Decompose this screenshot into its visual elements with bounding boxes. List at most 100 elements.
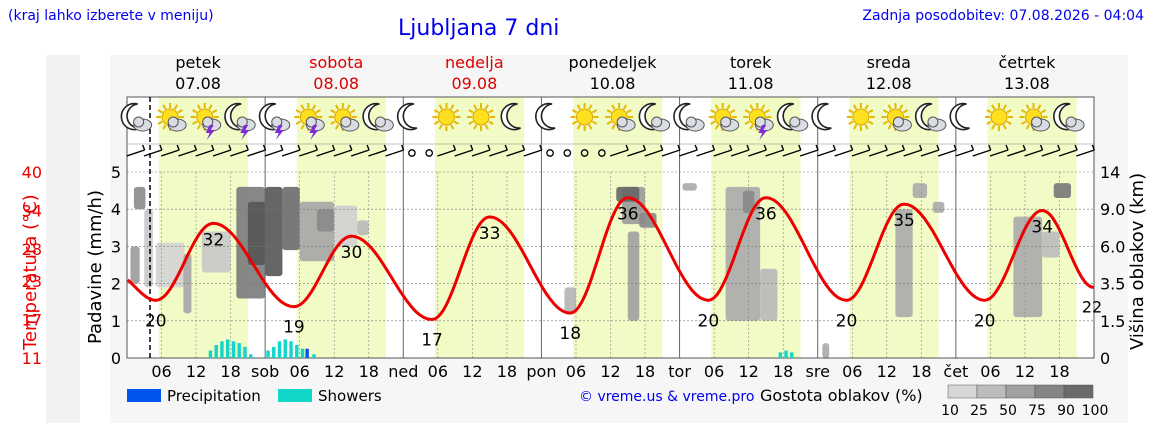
wind-barb — [385, 149, 404, 157]
cloud-cell — [932, 201, 945, 213]
day-name: ponedeljek — [569, 53, 658, 72]
sun-ray — [177, 109, 183, 114]
sun-ray — [157, 120, 163, 125]
sun-ray — [1025, 124, 1030, 130]
wind-barb — [609, 149, 629, 157]
temp-tick-label: 34 — [22, 201, 42, 220]
wind-barb — [159, 144, 163, 151]
sun-ray — [488, 109, 494, 114]
sun-ray — [295, 120, 302, 125]
wind-barb — [126, 149, 145, 157]
sun-ray — [611, 124, 616, 130]
wind-barb — [644, 149, 663, 157]
sun-ray — [1006, 109, 1012, 114]
lightning-shape — [240, 125, 250, 140]
hour-tick-label: 18 — [773, 362, 793, 381]
cloud-cell — [201, 231, 231, 273]
wind-barb — [160, 149, 180, 157]
cloud-legend-title: Gostota oblakov (%) — [760, 386, 923, 405]
sun-ray — [1020, 120, 1027, 125]
sun-ray — [192, 109, 198, 114]
shower-bar — [220, 341, 224, 358]
wind-barb — [886, 149, 905, 157]
temp-max-label: 30 — [341, 243, 363, 263]
precip-tick-label: 1 — [111, 312, 121, 331]
moon-icon — [500, 102, 521, 131]
sun-ray — [311, 104, 317, 110]
cloud-legend-level: 75 — [1028, 403, 1046, 419]
cloud-cell — [357, 220, 369, 236]
day-name: četrtek — [998, 53, 1056, 72]
hour-tick-label: 18 — [911, 362, 931, 381]
sun-ray — [606, 109, 612, 114]
sun-ray — [1006, 120, 1012, 125]
wind-barb — [798, 144, 802, 151]
wind-barb — [955, 149, 974, 157]
sun-ray — [749, 104, 754, 110]
wind-calm — [408, 149, 416, 157]
sun-ray — [1002, 104, 1007, 110]
wind-barb — [211, 144, 215, 151]
cloud-shape — [720, 116, 732, 128]
precip-tick-label: 4 — [111, 200, 121, 219]
shower-bar — [226, 339, 230, 358]
cloud-cell — [133, 186, 146, 210]
cloud-height-tick-label: 0 — [1100, 349, 1110, 368]
day-date: 10.08 — [590, 74, 636, 93]
sun-ray — [468, 120, 474, 125]
wind-barb — [1007, 149, 1026, 157]
sun-ray — [571, 120, 578, 125]
hour-tick-label: 18 — [497, 362, 517, 381]
sun-cloud-icon — [1019, 103, 1051, 132]
sun-ray — [899, 104, 904, 110]
cloud-height-tick-label: 9.0 — [1100, 200, 1125, 219]
moon-storm-icon — [224, 102, 256, 140]
legend-showers-swatch — [278, 389, 312, 402]
temp-min-label: 20 — [974, 311, 996, 331]
sun-ray — [868, 109, 874, 114]
shower-bar — [295, 344, 299, 358]
sun-ray — [330, 120, 336, 125]
sun-ray — [749, 124, 754, 130]
hour-tick-label: 06 — [842, 362, 862, 381]
wind-barb — [316, 149, 335, 157]
wind-barb — [281, 149, 301, 157]
wind-barb — [212, 149, 232, 157]
wind-barb — [815, 144, 819, 151]
wind-barb — [970, 144, 975, 151]
wind-barb — [247, 149, 266, 157]
cloud-shape — [892, 116, 904, 128]
sun-disc — [852, 108, 870, 126]
wind-barb — [780, 144, 785, 151]
sun-ray — [576, 104, 581, 110]
sun-ray — [864, 124, 869, 130]
wind-barb — [1041, 149, 1061, 157]
sun-icon — [432, 103, 461, 131]
day-date: 11.08 — [728, 74, 774, 93]
sun-ray — [714, 104, 720, 110]
hour-tick-label: 06 — [289, 362, 309, 381]
cloud-cell — [725, 186, 761, 321]
cloud-cell — [912, 183, 928, 199]
wind-barb — [920, 149, 940, 157]
cloud-axis-title: Višina oblakov (km) — [1127, 173, 1148, 350]
wind-barb — [627, 149, 646, 157]
wind-barb — [1024, 149, 1043, 157]
wind-barb — [748, 149, 767, 157]
wind-barb — [953, 144, 957, 151]
sun-ray — [484, 124, 489, 130]
lightning-shape — [274, 125, 284, 140]
wind-barb — [972, 149, 991, 157]
temp-min-label: 20 — [836, 311, 858, 331]
cloud-height-tick-label: 3.5 — [1100, 275, 1125, 294]
wind-barb — [264, 149, 283, 157]
moon-shape — [535, 102, 556, 131]
region-note: (kraj lahko izberete v meniju) — [8, 8, 214, 24]
cloud-shape — [133, 116, 145, 128]
sun-ray — [211, 109, 218, 114]
hour-tick-label: 06 — [566, 362, 586, 381]
day-abbr-label: sob — [251, 362, 279, 381]
left-panel — [46, 55, 80, 423]
sun-ray — [1037, 104, 1042, 110]
